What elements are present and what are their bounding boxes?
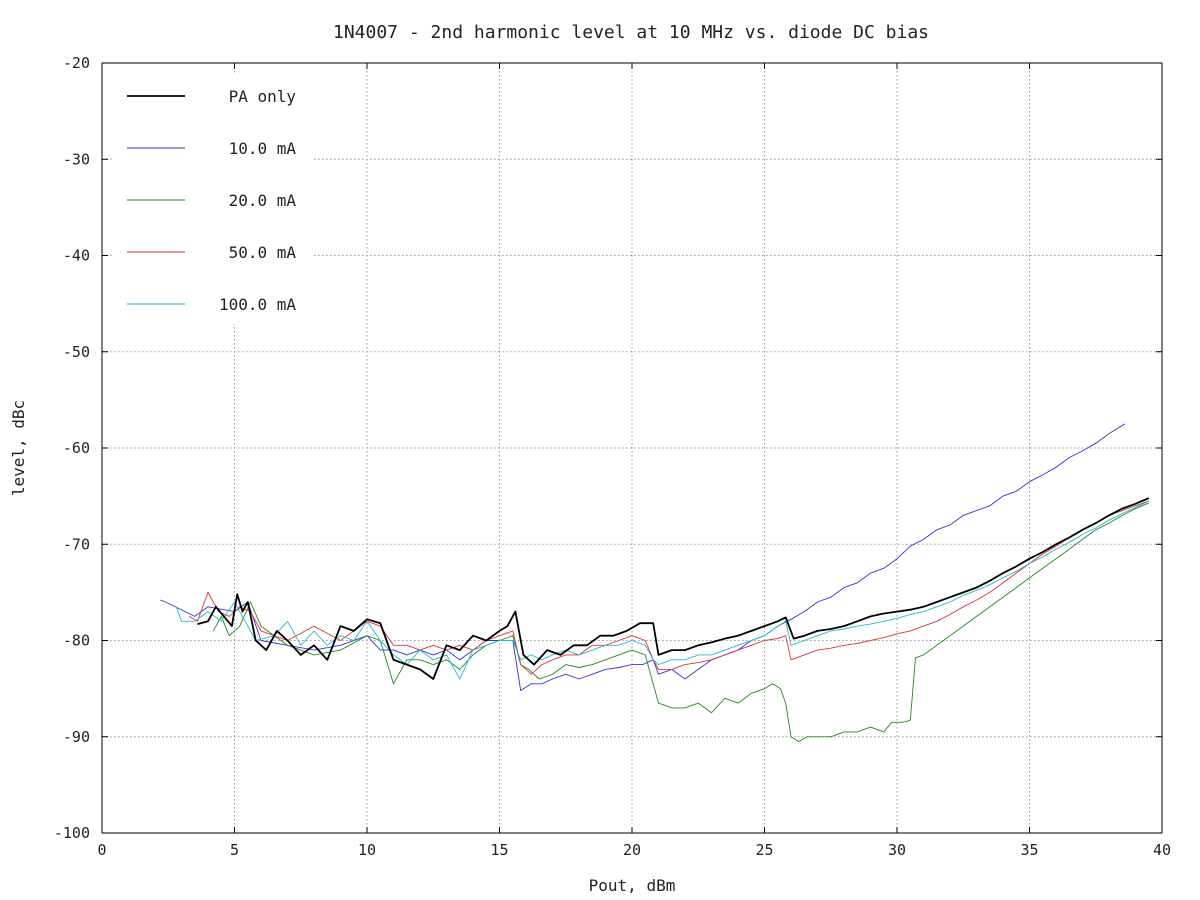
x-tick-label: 40 <box>1153 841 1171 859</box>
legend: PA only 10.0 mA 20.0 mA 50.0 mA 100.0 mA <box>112 74 312 324</box>
axis-ticks: 0 5 10 15 20 25 30 35 40 -20 -30 -40 -50 -60 -70 -80 -90… <box>54 54 1171 859</box>
y-tick-label: -30 <box>63 150 90 168</box>
legend-label: PA only <box>229 87 297 106</box>
y-tick-label: -100 <box>54 824 90 842</box>
legend-label: 50.0 mA <box>229 243 297 262</box>
legend-label: 100.0 mA <box>219 295 296 314</box>
y-tick-label: -90 <box>63 728 90 746</box>
y-tick-label: -80 <box>63 632 90 650</box>
y-axis-label: level, dBc <box>9 400 28 496</box>
x-tick-label: 5 <box>230 841 239 859</box>
x-tick-label: 35 <box>1020 841 1038 859</box>
chart-title: 1N4007 - 2nd harmonic level at 10 MHz vs… <box>333 22 929 43</box>
y-tick-label: -20 <box>63 54 90 72</box>
series-line-pa-only <box>197 497 1150 680</box>
legend-label: 20.0 mA <box>229 191 297 210</box>
series-line-100-0-ma <box>175 500 1150 680</box>
x-tick-label: 10 <box>358 841 376 859</box>
series-line-20-0-ma <box>212 502 1149 743</box>
plot-frame <box>101 62 1163 834</box>
y-tick-label: -50 <box>63 343 90 361</box>
legend-background <box>112 74 312 324</box>
series-line-10-0-ma <box>160 423 1126 691</box>
series-group <box>160 423 1150 743</box>
x-tick-label: 15 <box>490 841 508 859</box>
series-line-50-0-ma <box>189 500 1149 675</box>
legend-label: 10.0 mA <box>229 139 297 158</box>
x-axis-label: Pout, dBm <box>589 876 676 895</box>
x-tick-label: 25 <box>755 841 773 859</box>
y-tick-label: -40 <box>63 247 90 265</box>
x-tick-label: 0 <box>97 841 106 859</box>
y-tick-label: -70 <box>63 535 90 553</box>
x-tick-label: 30 <box>888 841 906 859</box>
y-tick-label: -60 <box>63 439 90 457</box>
x-tick-label: 20 <box>623 841 641 859</box>
